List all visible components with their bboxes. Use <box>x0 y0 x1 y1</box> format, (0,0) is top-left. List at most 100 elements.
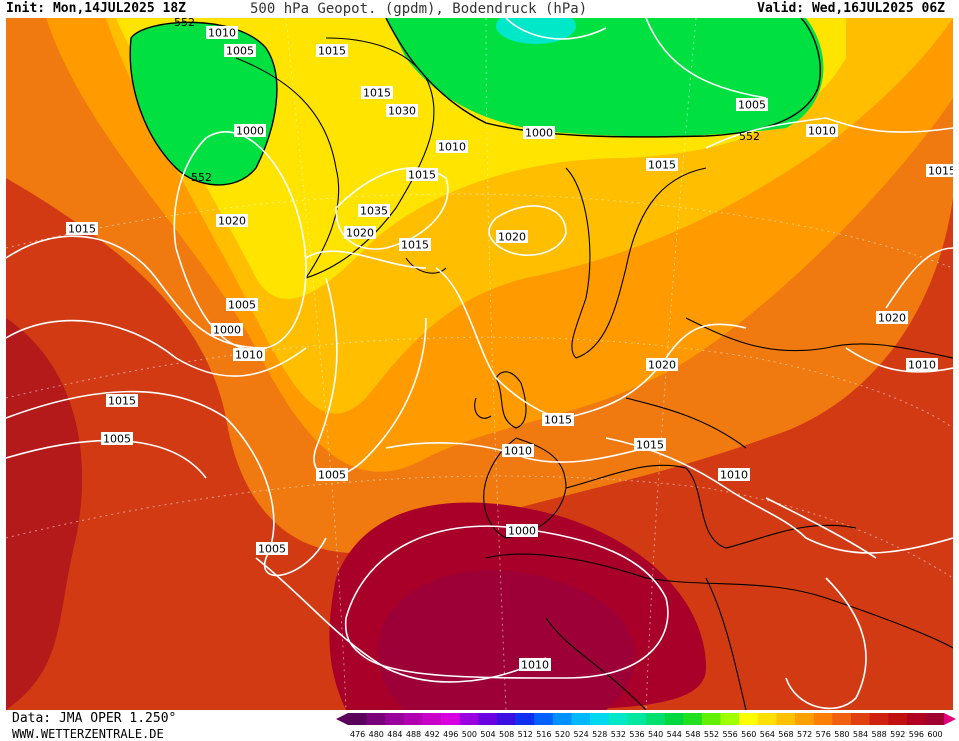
scale-arrow-left <box>336 713 348 725</box>
isobar-label: 1010 <box>720 469 748 482</box>
isobar-label: 1000 <box>508 525 536 538</box>
isobar-1010-west <box>6 319 307 377</box>
scale-tick-label: 476 <box>350 730 365 739</box>
isobar-label-box <box>926 164 953 177</box>
scandinavia-coast <box>565 167 707 359</box>
isobar-label-box <box>646 158 678 171</box>
scale-swatch <box>888 713 908 725</box>
isobar-label-box <box>234 124 266 137</box>
isobar-label: 1015 <box>318 45 346 58</box>
scale-tick-label: 520 <box>555 730 570 739</box>
central-europe-border <box>625 397 747 449</box>
geopot-label: 552 <box>739 130 760 143</box>
scale-tick-label: 576 <box>816 730 831 739</box>
isobar-label-box <box>736 98 768 111</box>
scale-tick-label: 516 <box>536 730 551 739</box>
isobar-1015-greenland <box>305 250 427 269</box>
libya-egypt-border <box>705 577 747 710</box>
isobar-1010-east <box>605 437 953 554</box>
isobar-label: 1005 <box>103 433 131 446</box>
scale-arrow-right <box>944 713 956 725</box>
isobar-label: 1015 <box>68 223 96 236</box>
scale-tick-label: 488 <box>406 730 421 739</box>
scale-tick-label: 580 <box>834 730 849 739</box>
isobar-label-box <box>361 86 393 99</box>
isobar-label: 1015 <box>363 87 391 100</box>
isobar-1005-east <box>765 497 877 559</box>
valid-time: Valid: Wed,16JUL2025 06Z <box>757 1 945 16</box>
isobar-label-box <box>316 468 348 481</box>
scale-tick-label: 544 <box>667 730 682 739</box>
scale-swatch <box>813 713 833 725</box>
scale-swatch <box>478 713 498 725</box>
scale-tick-label: 556 <box>723 730 738 739</box>
isobar-1005-ne <box>885 247 953 309</box>
scale-swatch <box>627 713 647 725</box>
geopotential-labels: 552 552 552 <box>174 18 760 184</box>
isobar-label-box <box>206 26 238 39</box>
isobar-label-box <box>233 348 265 361</box>
scale-swatch <box>422 713 442 725</box>
isobar-1005-n <box>705 117 953 149</box>
scale-tick-label: 508 <box>499 730 514 739</box>
scale-swatch <box>850 713 870 725</box>
isobar-label: 1035 <box>360 205 388 218</box>
africa-coast <box>485 553 953 649</box>
scale-tick-label: 600 <box>927 730 942 739</box>
isobar-label-box <box>344 226 376 239</box>
scale-swatch <box>906 713 926 725</box>
scale-swatch <box>571 713 591 725</box>
data-source: Data: JMA OPER 1.250° <box>12 711 177 726</box>
isobar-1000-north <box>645 18 767 99</box>
scale-swatch <box>534 713 554 725</box>
scale-tick-label: 564 <box>760 730 775 739</box>
website: WWW.WETTERZENTRALE.DE <box>12 727 164 741</box>
scale-tick-label: 512 <box>518 730 533 739</box>
isobar-label: 1000 <box>236 125 264 138</box>
geopot-label: 552 <box>191 171 212 184</box>
isobar-label-box <box>316 44 348 57</box>
scale-tick-label: 504 <box>480 730 495 739</box>
isobar-1000-ne <box>845 347 953 373</box>
scale-swatch <box>590 713 610 725</box>
isobar-label: 1015 <box>636 439 664 452</box>
isobar-label: 1005 <box>228 299 256 312</box>
scale-swatch <box>757 713 777 725</box>
scale-tick-label: 592 <box>890 730 905 739</box>
isobar-label-box <box>519 658 551 671</box>
scale-swatch <box>795 713 814 725</box>
scale-swatch <box>403 713 423 725</box>
scale-swatch <box>720 713 740 725</box>
field-cyan <box>496 18 576 44</box>
isobar-label: 1020 <box>346 227 374 240</box>
scale-swatch <box>385 713 405 725</box>
scale-tick-label: 540 <box>648 730 663 739</box>
scale-tick-label: 532 <box>611 730 626 739</box>
scale-swatch <box>459 713 479 725</box>
britain-coast <box>495 371 527 429</box>
isobar-label: 1015 <box>648 159 676 172</box>
scale-tick-label: 524 <box>574 730 589 739</box>
scale-tick-label: 536 <box>629 730 644 739</box>
scale-swatch <box>497 713 516 725</box>
isobar-label-box <box>542 413 574 426</box>
isobar-label: 1015 <box>928 165 953 178</box>
scale-swatch <box>739 713 759 725</box>
isobar-1015-west <box>6 235 267 349</box>
isobar-label: 1010 <box>504 445 532 458</box>
scale-swatch <box>832 713 852 725</box>
field-green-west <box>130 22 277 185</box>
scale-tick-label: 568 <box>778 730 793 739</box>
coastlines <box>235 37 953 710</box>
isobar-label: 1030 <box>388 105 416 118</box>
init-time: Init: Mon,14JUL2025 18Z <box>6 1 187 16</box>
scale-swatch <box>664 713 684 725</box>
scale-swatch <box>776 713 796 725</box>
field-green-north <box>386 18 824 137</box>
scale-tick-label: 588 <box>872 730 887 739</box>
weather-map: 552 552 552 1010 1005 1015 1000 1015 1020 1005… <box>6 18 953 710</box>
isobar-label: 1010 <box>438 141 466 154</box>
scale-swatch <box>552 713 572 725</box>
scale-tick-label: 552 <box>704 730 719 739</box>
scale-tick-label: 500 <box>462 730 477 739</box>
